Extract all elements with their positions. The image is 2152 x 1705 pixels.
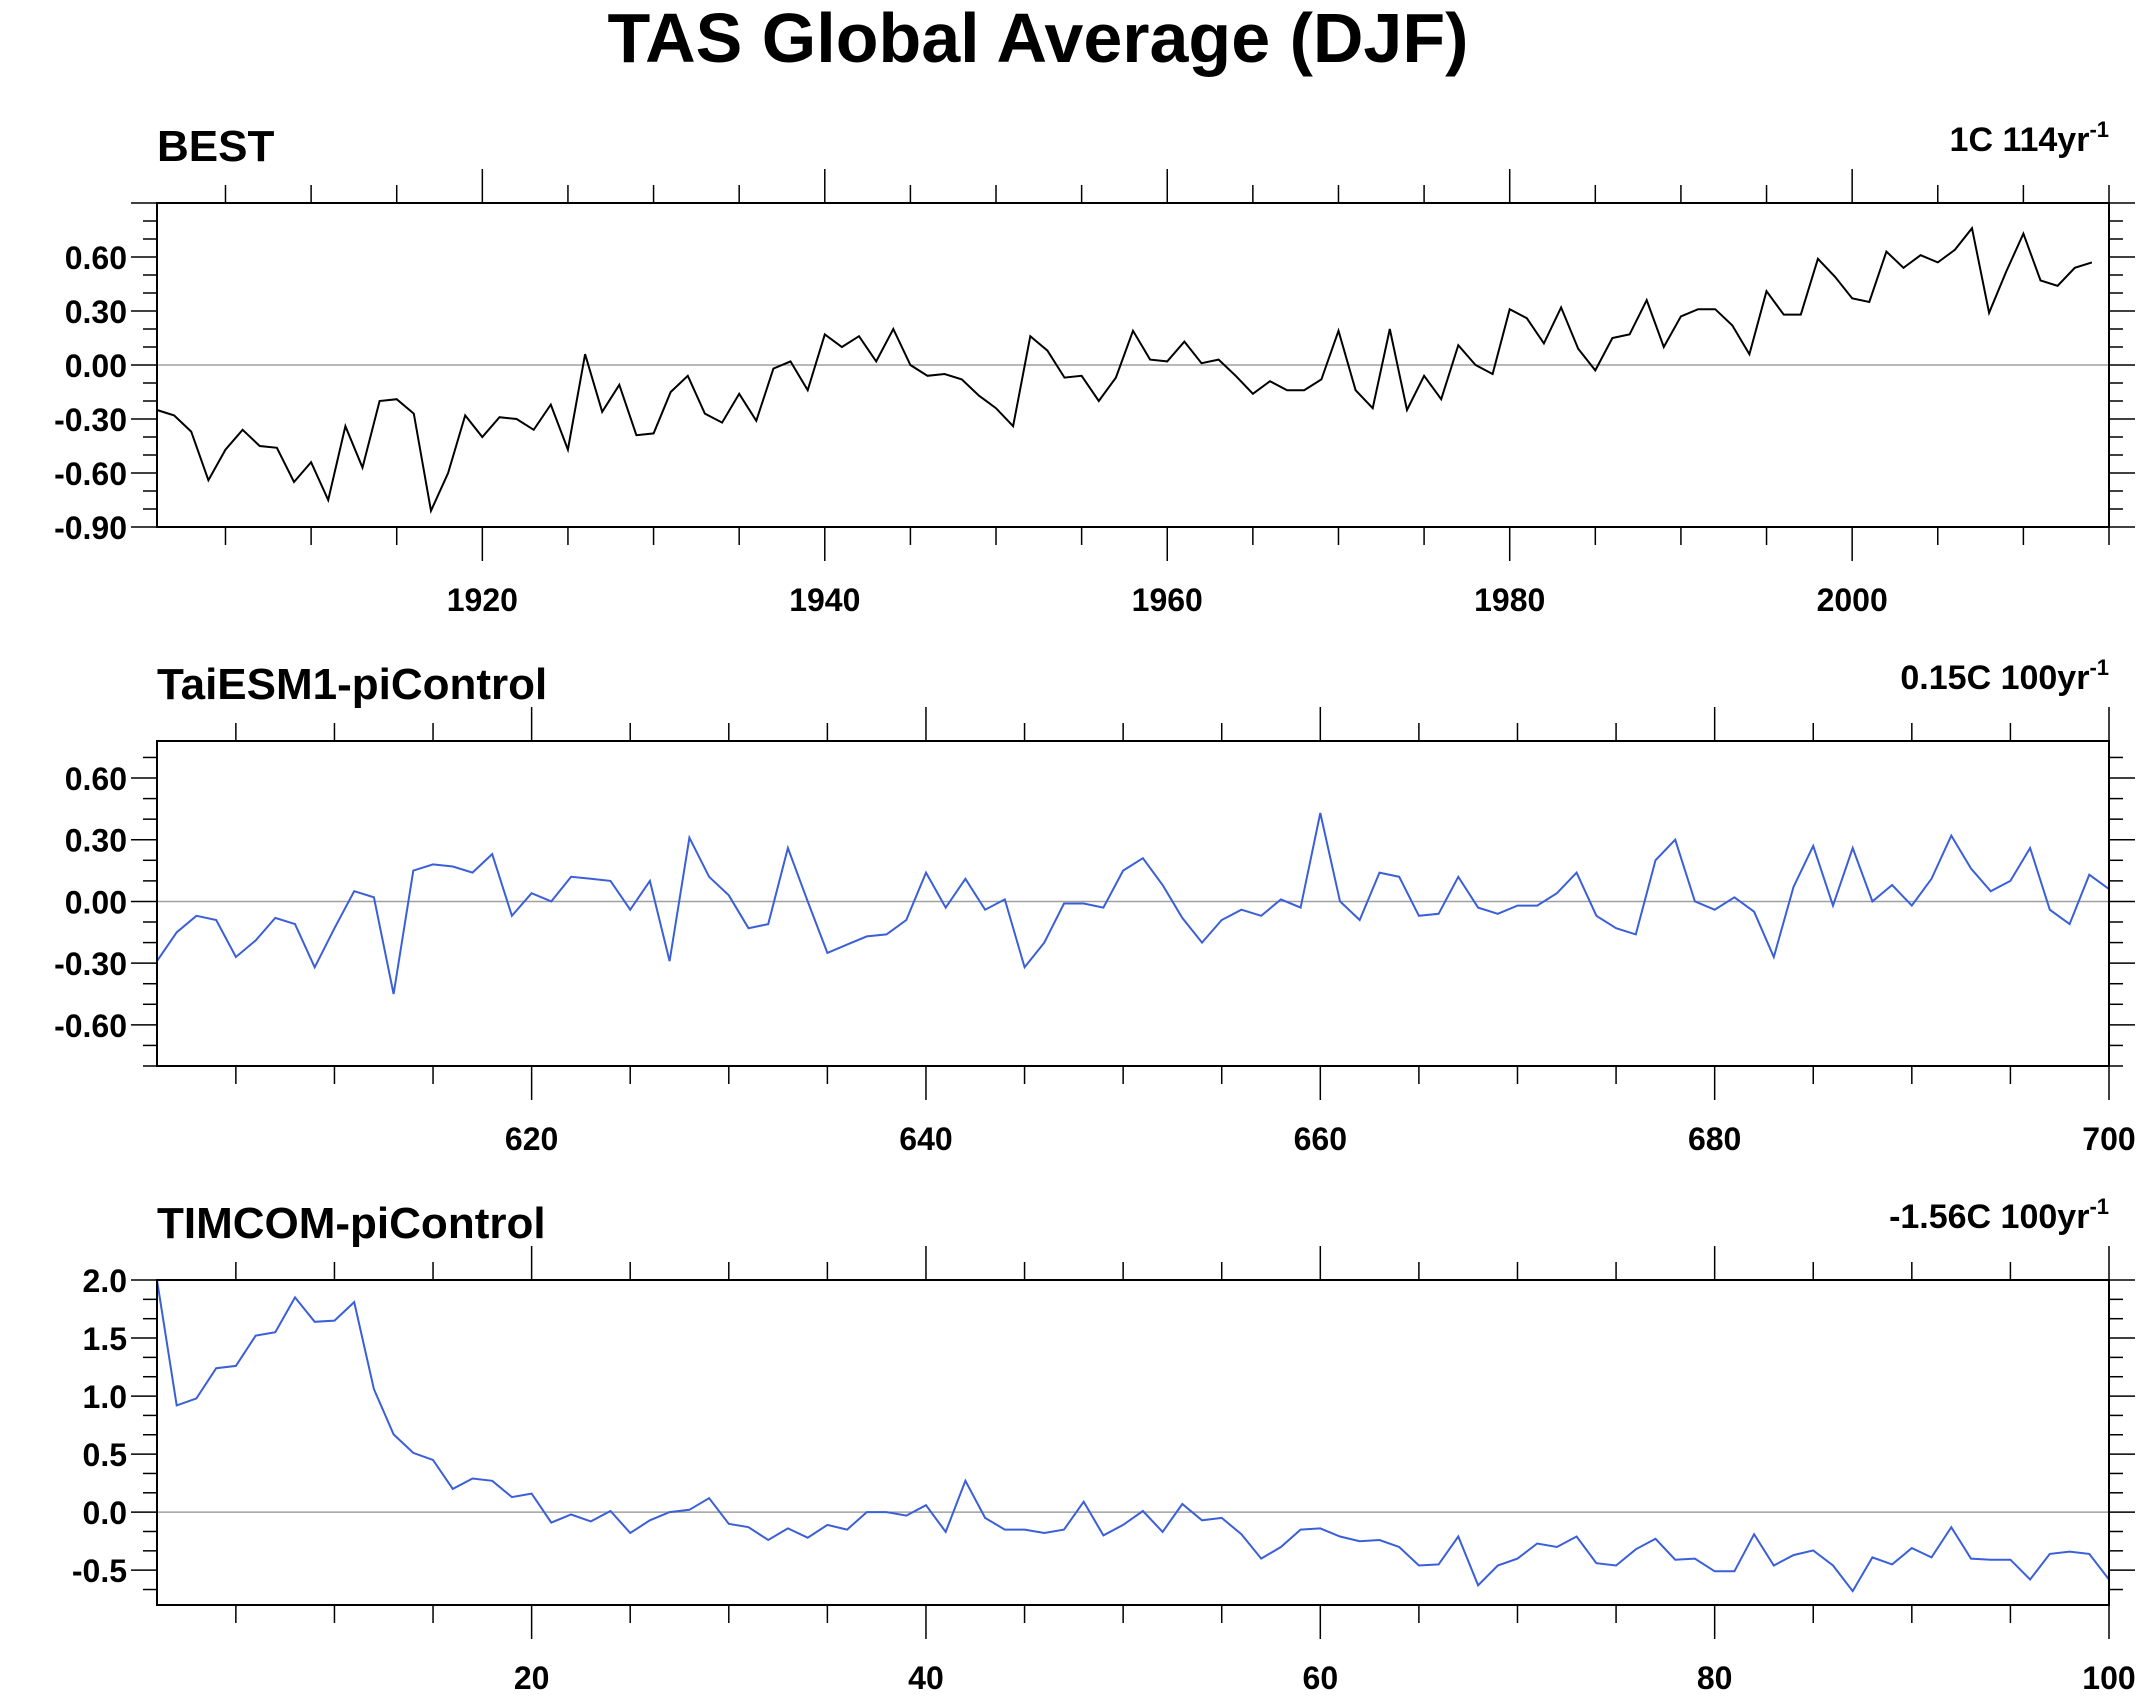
y-tick-label: -0.30 [54, 402, 127, 438]
x-tick-label: 2000 [1817, 582, 1888, 618]
trend-label-text: 1C 114yr [1950, 121, 2090, 159]
x-tick-label: 680 [1688, 1121, 1741, 1157]
y-tick-label: 0.5 [83, 1437, 127, 1473]
y-tick-label: 1.0 [83, 1379, 127, 1415]
x-tick-label: 20 [514, 1660, 550, 1696]
y-tick-label: -0.90 [54, 510, 127, 546]
y-tick-label: -0.60 [54, 1008, 127, 1044]
x-tick-label: 1960 [1132, 582, 1203, 618]
y-tick-label: 0.60 [65, 761, 127, 797]
y-tick-label: 1.5 [83, 1321, 127, 1357]
x-tick-label: 80 [1697, 1660, 1733, 1696]
x-tick-label: 640 [899, 1121, 952, 1157]
trend-label-superscript: -1 [2089, 117, 2109, 142]
x-tick-label: 1980 [1474, 582, 1545, 618]
trend-label-text: 0.15C 100yr [1900, 659, 2089, 697]
y-tick-label: 2.0 [83, 1263, 127, 1299]
x-tick-label: 620 [505, 1121, 558, 1157]
plot-frame [156, 740, 2110, 1067]
y-tick-label: 0.30 [65, 294, 127, 330]
series-line [156, 225, 2093, 515]
x-tick-label: 1940 [789, 582, 860, 618]
y-tick-label: -0.30 [54, 946, 127, 982]
x-tick-label: 100 [2082, 1660, 2135, 1696]
panel-taiesm1: TaiESM1-piControl 0.15C 100yr-1 0.60 0.30 0.… [54, 655, 2136, 1157]
series-line [156, 1279, 2110, 1593]
series-line [156, 812, 2110, 995]
trend-label-text: -1.56C 100yr [1889, 1198, 2089, 1236]
panel-title: TaiESM1-piControl [157, 660, 547, 709]
x-tick-label: 1920 [447, 582, 518, 618]
y-tick-label: 0.00 [65, 884, 127, 920]
panel-title: TIMCOM-piControl [157, 1199, 546, 1248]
y-tick-label: 0.0 [83, 1495, 127, 1531]
trend-label: 0.15C 100yr-1 [1900, 655, 2109, 697]
figure-title: TAS Global Average (DJF) [608, 0, 1469, 77]
trend-label: 1C 114yr-1 [1950, 117, 2109, 159]
x-tick-label: 40 [908, 1660, 944, 1696]
panel-best: BEST 1C 114yr-1 0.60 0.30 0.00 -0.30 -0.60 -0.9… [54, 117, 2135, 618]
y-tick-label: 0.60 [65, 240, 127, 276]
x-tick-label: 60 [1303, 1660, 1339, 1696]
y-tick-label: -0.5 [72, 1553, 127, 1589]
y-tick-label: -0.60 [54, 456, 127, 492]
x-tick-label: 700 [2082, 1121, 2135, 1157]
y-tick-label: 0.00 [65, 348, 127, 384]
panel-timcom: TIMCOM-piControl -1.56C 100yr-1 2.0 1.5 1.0 0… [72, 1194, 2136, 1696]
plot-frame [156, 1279, 2110, 1606]
trend-label: -1.56C 100yr-1 [1889, 1194, 2109, 1236]
x-tick-label: 660 [1294, 1121, 1347, 1157]
y-tick-label: 0.30 [65, 823, 127, 859]
trend-label-superscript: -1 [2089, 1194, 2109, 1219]
trend-label-superscript: -1 [2089, 655, 2109, 680]
panel-title: BEST [157, 122, 274, 171]
